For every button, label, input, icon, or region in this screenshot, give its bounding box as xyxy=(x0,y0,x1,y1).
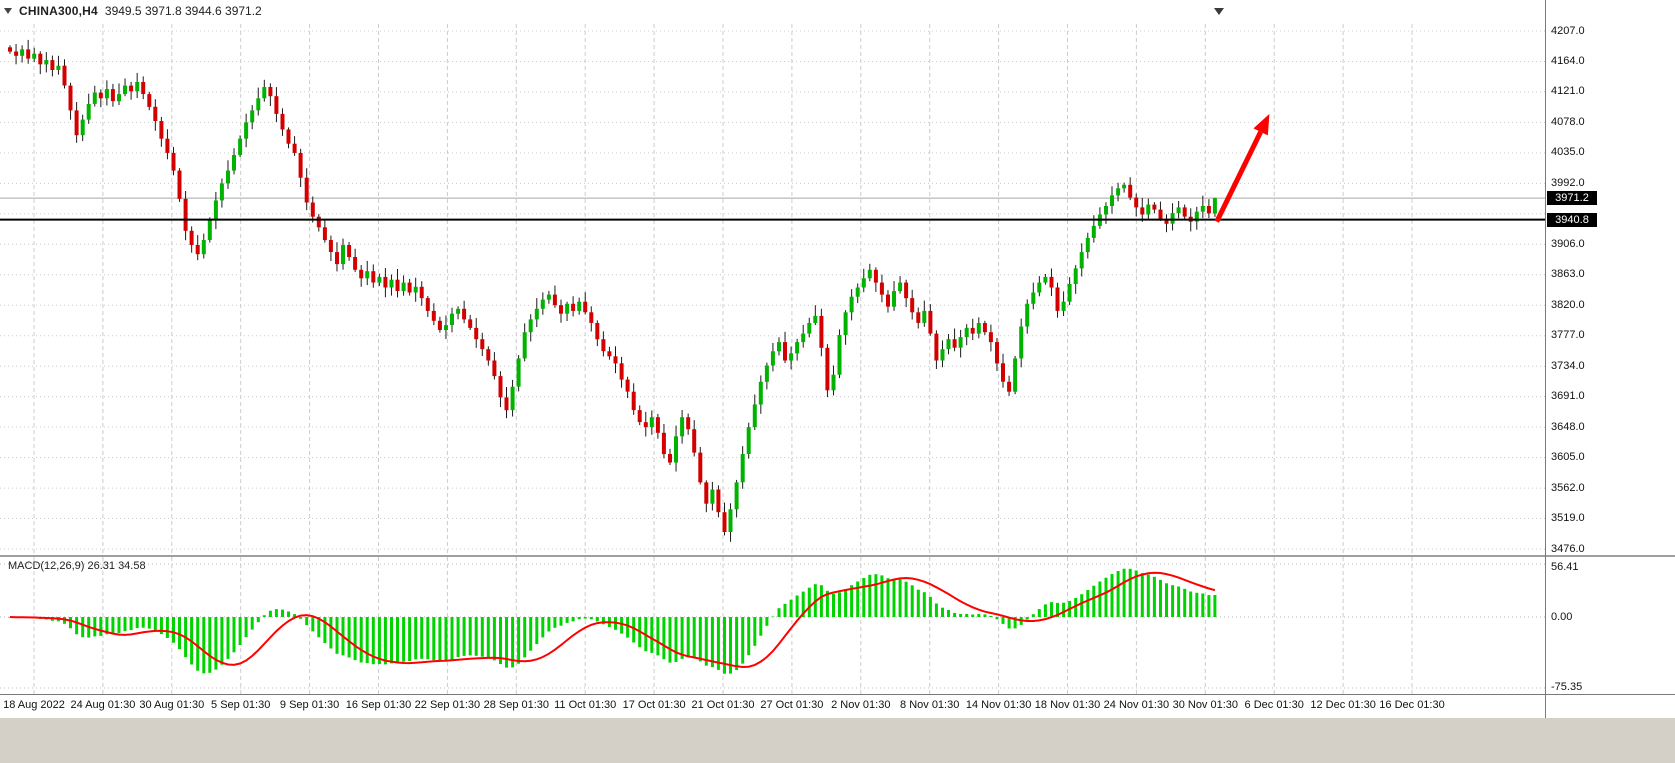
time-tick-label: 14 Nov 01:30 xyxy=(965,699,1032,711)
price-tick-label: 3519.0 xyxy=(1551,512,1585,525)
time-tick-label: 16 Sep 01:30 xyxy=(345,699,412,711)
price-tick-label: 3820.0 xyxy=(1551,298,1585,311)
time-tick-label: 24 Nov 01:30 xyxy=(1103,699,1170,711)
price-tick-label: 3562.0 xyxy=(1551,481,1585,494)
chart-title: CHINA300,H4 3949.5 3971.8 3944.6 3971.2 xyxy=(4,4,262,18)
price-tick-label: 4035.0 xyxy=(1551,146,1585,159)
price-tick-label: 3734.0 xyxy=(1551,359,1585,372)
one-click-trading-icon[interactable] xyxy=(4,8,12,14)
panel-splitter[interactable] xyxy=(0,555,1675,557)
price-tick-label: 4121.0 xyxy=(1551,85,1585,98)
bid-price-tag: 3971.2 xyxy=(1547,191,1597,206)
price-chart-canvas[interactable] xyxy=(0,0,1545,555)
price-tick-label: 3777.0 xyxy=(1551,329,1585,342)
trend-arrow-annotation[interactable] xyxy=(1214,113,1270,223)
time-tick-label: 17 Oct 01:30 xyxy=(622,699,686,711)
time-tick-label: 11 Oct 01:30 xyxy=(554,699,617,711)
price-tick-label: 4078.0 xyxy=(1551,115,1585,128)
chart-shift-marker-icon[interactable] xyxy=(1214,8,1224,15)
macd-scale-label: 0.00 xyxy=(1551,610,1573,623)
time-tick-label: 24 Aug 01:30 xyxy=(70,699,136,711)
price-axis-border xyxy=(1545,0,1546,718)
macd-grid-lines xyxy=(0,557,1545,694)
time-tick-label: 6 Dec 01:30 xyxy=(1244,699,1304,711)
grid-lines xyxy=(0,24,1545,555)
price-tick-label: 3648.0 xyxy=(1551,420,1585,433)
time-tick-label: 2 Nov 01:30 xyxy=(831,699,891,711)
time-tick-label: 30 Nov 01:30 xyxy=(1172,699,1239,711)
macd-name-label: MACD(12,26,9) xyxy=(8,560,85,572)
price-axis[interactable]: 4207.0 4164.0 4121.0 4078.0 4035.0 3992.0 3906… xyxy=(1546,0,1675,718)
price-tick-label: 3476.0 xyxy=(1551,542,1585,555)
price-tick-label: 3691.0 xyxy=(1551,390,1585,403)
hline-price-tag: 3940.8 xyxy=(1547,212,1597,227)
time-axis[interactable]: 18 Aug 2022 24 Aug 01:30 30 Aug 01:30 5 Sep… xyxy=(0,696,1545,718)
time-tick-label: 18 Aug 2022 xyxy=(3,699,65,711)
time-tick-label: 9 Sep 01:30 xyxy=(279,699,340,711)
macd-indicator-canvas[interactable] xyxy=(0,557,1545,694)
window-footer xyxy=(0,718,1675,763)
macd-signal-line[interactable] xyxy=(9,571,1216,669)
time-tick-label: 18 Nov 01:30 xyxy=(1034,699,1101,711)
macd-indicator-label: MACD(12,26,9) 26.31 34.58 xyxy=(8,560,146,572)
macd-scale-label: -75.35 xyxy=(1551,681,1583,693)
time-tick-label: 21 Oct 01:30 xyxy=(691,699,755,711)
time-tick-label: 16 Dec 01:30 xyxy=(1379,699,1445,711)
time-tick-label: 12 Dec 01:30 xyxy=(1310,699,1376,711)
time-tick-label: 30 Aug 01:30 xyxy=(139,699,205,711)
time-tick-label: 28 Sep 01:30 xyxy=(483,699,550,711)
price-tick-label: 3863.0 xyxy=(1551,268,1585,281)
price-tick-label: 3992.0 xyxy=(1551,176,1585,189)
price-tick-label: 4207.0 xyxy=(1551,24,1585,37)
macd-scale-label: 56.41 xyxy=(1551,561,1579,573)
time-axis-separator xyxy=(0,694,1675,695)
time-tick-label: 27 Oct 01:30 xyxy=(760,699,824,711)
time-tick-label: 8 Nov 01:30 xyxy=(900,699,960,711)
time-tick-label: 22 Sep 01:30 xyxy=(414,699,481,711)
price-tick-label: 3605.0 xyxy=(1551,451,1585,464)
symbol-timeframe-label: CHINA300,H4 xyxy=(19,4,98,18)
ohlc-values-label: 3949.5 3971.8 3944.6 3971.2 xyxy=(104,4,262,18)
price-tick-label: 3906.0 xyxy=(1551,237,1585,250)
macd-values-label: 26.31 34.58 xyxy=(87,560,146,572)
time-tick-label: 5 Sep 01:30 xyxy=(211,699,271,711)
price-tick-label: 4164.0 xyxy=(1551,54,1585,67)
candlestick-series[interactable] xyxy=(8,39,1217,542)
macd-histogram[interactable] xyxy=(8,568,1217,674)
